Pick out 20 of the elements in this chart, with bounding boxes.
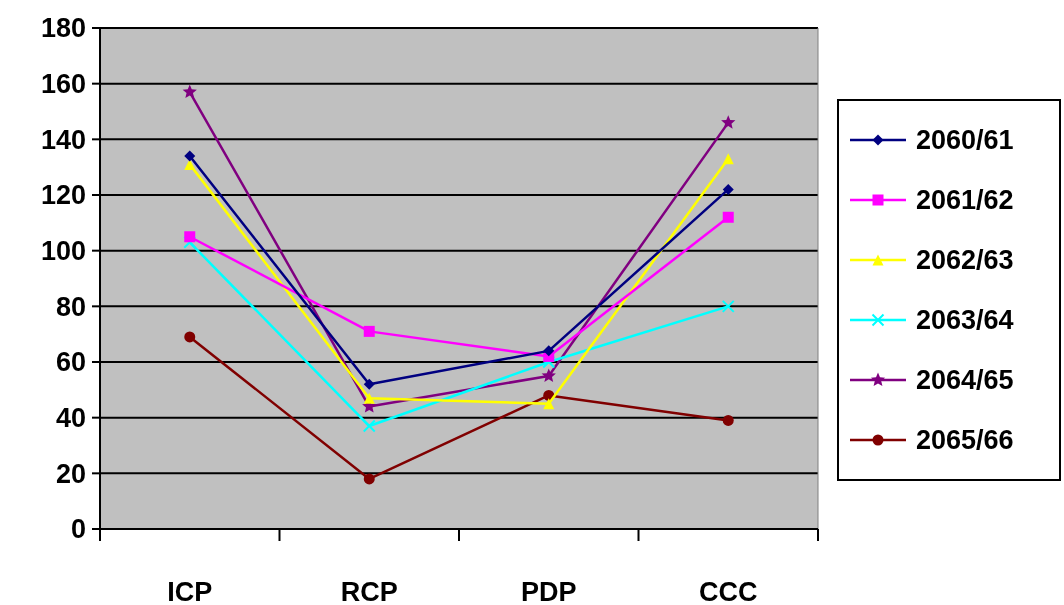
x-tick-label: PDP (520, 577, 577, 605)
y-tick-label: 100 (40, 236, 86, 267)
legend-label: 2062/63 (916, 245, 1014, 276)
y-tick-label: 120 (40, 180, 86, 211)
x-tick-label: CCC (699, 577, 758, 605)
y-tick-label: 160 (40, 69, 86, 100)
legend-label: 2060/61 (916, 125, 1014, 156)
x-tick-label: ICP (167, 577, 213, 605)
legend-label: 2065/66 (916, 425, 1014, 456)
y-tick-label: 0 (70, 514, 86, 545)
y-tick-label: 40 (55, 403, 86, 434)
y-tick-label: 180 (40, 13, 86, 44)
legend-label: 2061/62 (916, 185, 1014, 216)
y-tick-label: 20 (55, 458, 86, 489)
y-tick-label: 140 (40, 124, 86, 155)
legend-label: 2063/64 (916, 305, 1014, 336)
y-tick-label: 80 (55, 291, 86, 322)
legend-label: 2064/65 (916, 365, 1014, 396)
x-tick-label: RCP (340, 577, 398, 605)
y-tick-label: 60 (55, 347, 86, 378)
